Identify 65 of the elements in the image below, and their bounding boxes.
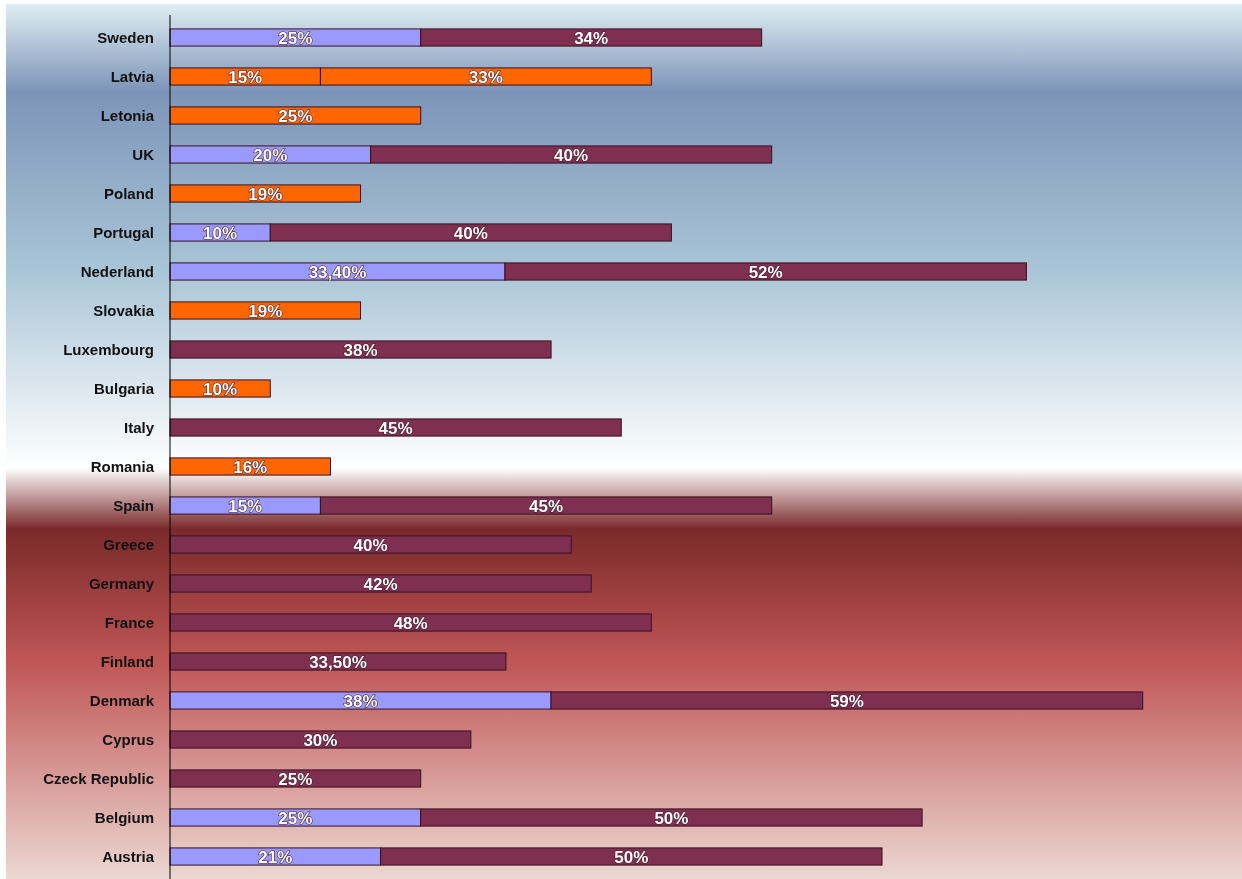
data-label: 25% [278,808,313,828]
y-tick-label: Bulgaria [93,379,155,397]
y-tick-label: Nederland [80,262,154,280]
y-tick-label: Luxembourg [63,340,154,358]
data-label: 38% [343,691,378,711]
y-tick-label: Belgium [94,808,154,826]
bar [169,769,422,788]
data-label: 50% [654,808,689,828]
bar [169,613,652,632]
bar [169,301,362,320]
y-tick-label: Portugal [93,223,154,241]
y-tick-label: Romania [90,457,155,475]
y-tick-label: Poland [103,184,154,202]
y-tick-label: Czeck Republic [43,769,154,787]
data-label: 45% [378,418,413,438]
data-label: 21% [258,847,293,867]
y-tick-label: Italy [123,418,155,436]
data-label: 19% [248,184,283,204]
data-label: 45% [529,496,564,516]
y-tick-label: Austria [102,847,155,865]
data-label: 33% [468,67,503,87]
y-tick-label: Denmark [89,691,155,709]
bar [169,652,507,671]
y-tick-label: Sweden [97,28,154,46]
data-label: 10% [203,379,238,399]
y-tick-label: Slovakia [93,301,155,319]
data-label: 25% [278,28,313,48]
y-tick-label: Germany [88,574,155,592]
data-label: 33,40% [308,262,367,282]
y-tick-label: Finland [100,652,154,670]
data-label: 52% [748,262,783,282]
bar [169,535,572,554]
data-label: 40% [453,223,488,243]
data-label: 25% [278,106,313,126]
bar [169,418,622,437]
bar [169,457,331,476]
y-tick-label: Spain [113,496,154,514]
data-label: 34% [574,28,609,48]
y-tick-label: Letonia [100,106,155,124]
data-label: 59% [829,691,864,711]
data-label: 48% [393,613,428,633]
bar [169,340,552,359]
bar [169,574,592,593]
bar [169,730,472,749]
y-tick-label: Cyprus [102,730,154,748]
data-label: 20% [253,145,288,165]
data-label: 40% [554,145,589,165]
data-label: 40% [353,535,388,555]
y-tick-label: France [104,613,154,631]
data-label: 15% [228,496,263,516]
y-tick-label: Greece [103,535,154,553]
data-label: 25% [278,769,313,789]
bar [169,106,422,125]
y-tick-label: UK [132,145,155,163]
data-label: 38% [343,340,378,360]
data-label: 16% [233,457,268,477]
data-label: 15% [228,67,263,87]
data-label: 30% [303,730,338,750]
data-label: 10% [203,223,238,243]
data-label: 50% [614,847,649,867]
y-tick-label: Latvia [110,67,155,85]
data-label: 33,50% [309,652,367,672]
data-label: 42% [363,574,398,594]
bar [169,184,362,203]
data-label: 19% [248,301,283,321]
